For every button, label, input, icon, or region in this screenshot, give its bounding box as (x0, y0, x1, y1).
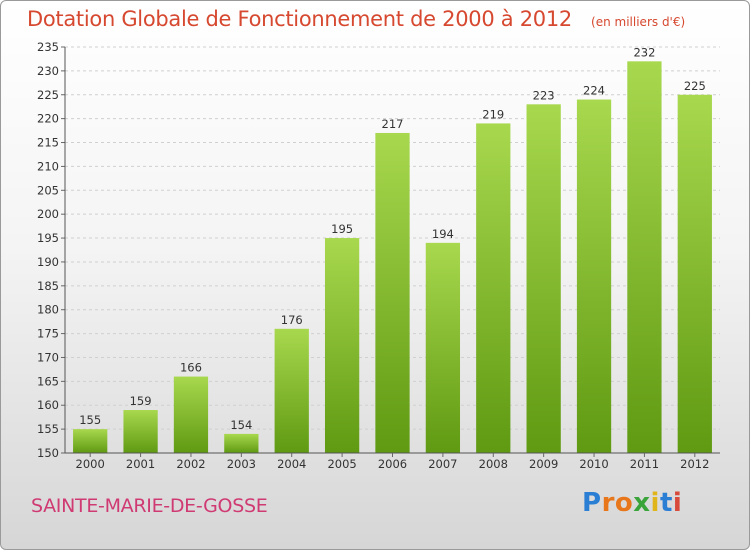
y-tick-label: 215 (37, 136, 59, 150)
bar-2003 (224, 433, 259, 453)
chart-subtitle: (en milliers d'€) (591, 15, 686, 29)
y-tick-label: 210 (37, 159, 59, 173)
bar-2004 (274, 328, 309, 453)
x-tick-label-2010: 2010 (579, 457, 608, 471)
y-tick-label: 225 (37, 88, 59, 102)
value-label-2007: 194 (432, 227, 454, 241)
value-label-2002: 166 (180, 361, 202, 375)
bar-2012 (677, 94, 712, 453)
x-tick-label-2005: 2005 (327, 457, 356, 471)
x-tick-label-2012: 2012 (680, 457, 709, 471)
logo-letter: t (659, 488, 673, 518)
value-label-2004: 176 (281, 313, 303, 327)
y-tick-label: 155 (37, 422, 59, 436)
x-tick-label-2003: 2003 (227, 457, 256, 471)
bar-2008 (476, 123, 511, 454)
logo-letter: P (582, 488, 602, 518)
value-label-2011: 232 (633, 45, 655, 59)
x-tick-label-2008: 2008 (479, 457, 508, 471)
y-tick-label: 200 (37, 207, 59, 221)
x-tick-label-2000: 2000 (76, 457, 105, 471)
y-tick-label: 170 (37, 350, 59, 364)
x-tick-label-2002: 2002 (176, 457, 205, 471)
logo-letter: x (633, 488, 651, 518)
value-label-2008: 219 (482, 107, 504, 121)
value-label-2001: 159 (130, 394, 152, 408)
place-name: SAINTE-MARIE-DE-GOSSE (31, 495, 268, 517)
value-label-2000: 155 (79, 413, 101, 427)
bar-2001 (123, 410, 158, 453)
logo-letter: o (614, 488, 634, 518)
y-tick-label: 160 (37, 398, 59, 412)
bar-2005 (324, 238, 360, 453)
logo-letter: i (672, 488, 683, 518)
value-label-2010: 224 (583, 84, 605, 98)
bar-2006 (375, 132, 410, 453)
value-label-2012: 225 (684, 79, 706, 93)
x-tick-label-2001: 2001 (126, 457, 155, 471)
x-tick-label-2007: 2007 (428, 457, 457, 471)
value-label-2009: 223 (533, 88, 555, 102)
y-tick-label: 185 (37, 279, 59, 293)
bar-2000 (73, 429, 108, 453)
bar-2009 (526, 104, 561, 453)
y-tick-label: 150 (37, 446, 59, 460)
value-label-2005: 195 (331, 222, 353, 236)
y-tick-label: 230 (37, 64, 59, 78)
y-tick-label: 205 (37, 183, 59, 197)
value-label-2003: 154 (230, 418, 252, 432)
x-tick-label-2009: 2009 (529, 457, 558, 471)
x-tick-label-2006: 2006 (378, 457, 407, 471)
y-tick-label: 220 (37, 112, 59, 126)
y-tick-label: 165 (37, 374, 59, 388)
chart-title: Dotation Globale de Fonctionnement de 20… (27, 7, 572, 31)
x-tick-label-2011: 2011 (630, 457, 659, 471)
bar-2002 (173, 376, 209, 453)
y-tick-label: 175 (37, 327, 59, 341)
y-tick-label: 190 (37, 255, 59, 269)
bar-2011 (627, 61, 662, 454)
bar-2007 (425, 242, 461, 453)
logo-letter: i (650, 488, 660, 518)
y-tick-label: 195 (37, 231, 59, 245)
logo-letter: r (601, 488, 615, 518)
y-tick-label: 235 (37, 40, 59, 54)
bar-2010 (576, 99, 612, 454)
y-tick-label: 180 (37, 303, 59, 317)
x-tick-label-2004: 2004 (277, 457, 306, 471)
proxiti-logo: Proxiti (582, 488, 682, 518)
value-label-2006: 217 (382, 117, 404, 131)
title-line: Dotation Globale de Fonctionnement de 20… (27, 7, 685, 31)
